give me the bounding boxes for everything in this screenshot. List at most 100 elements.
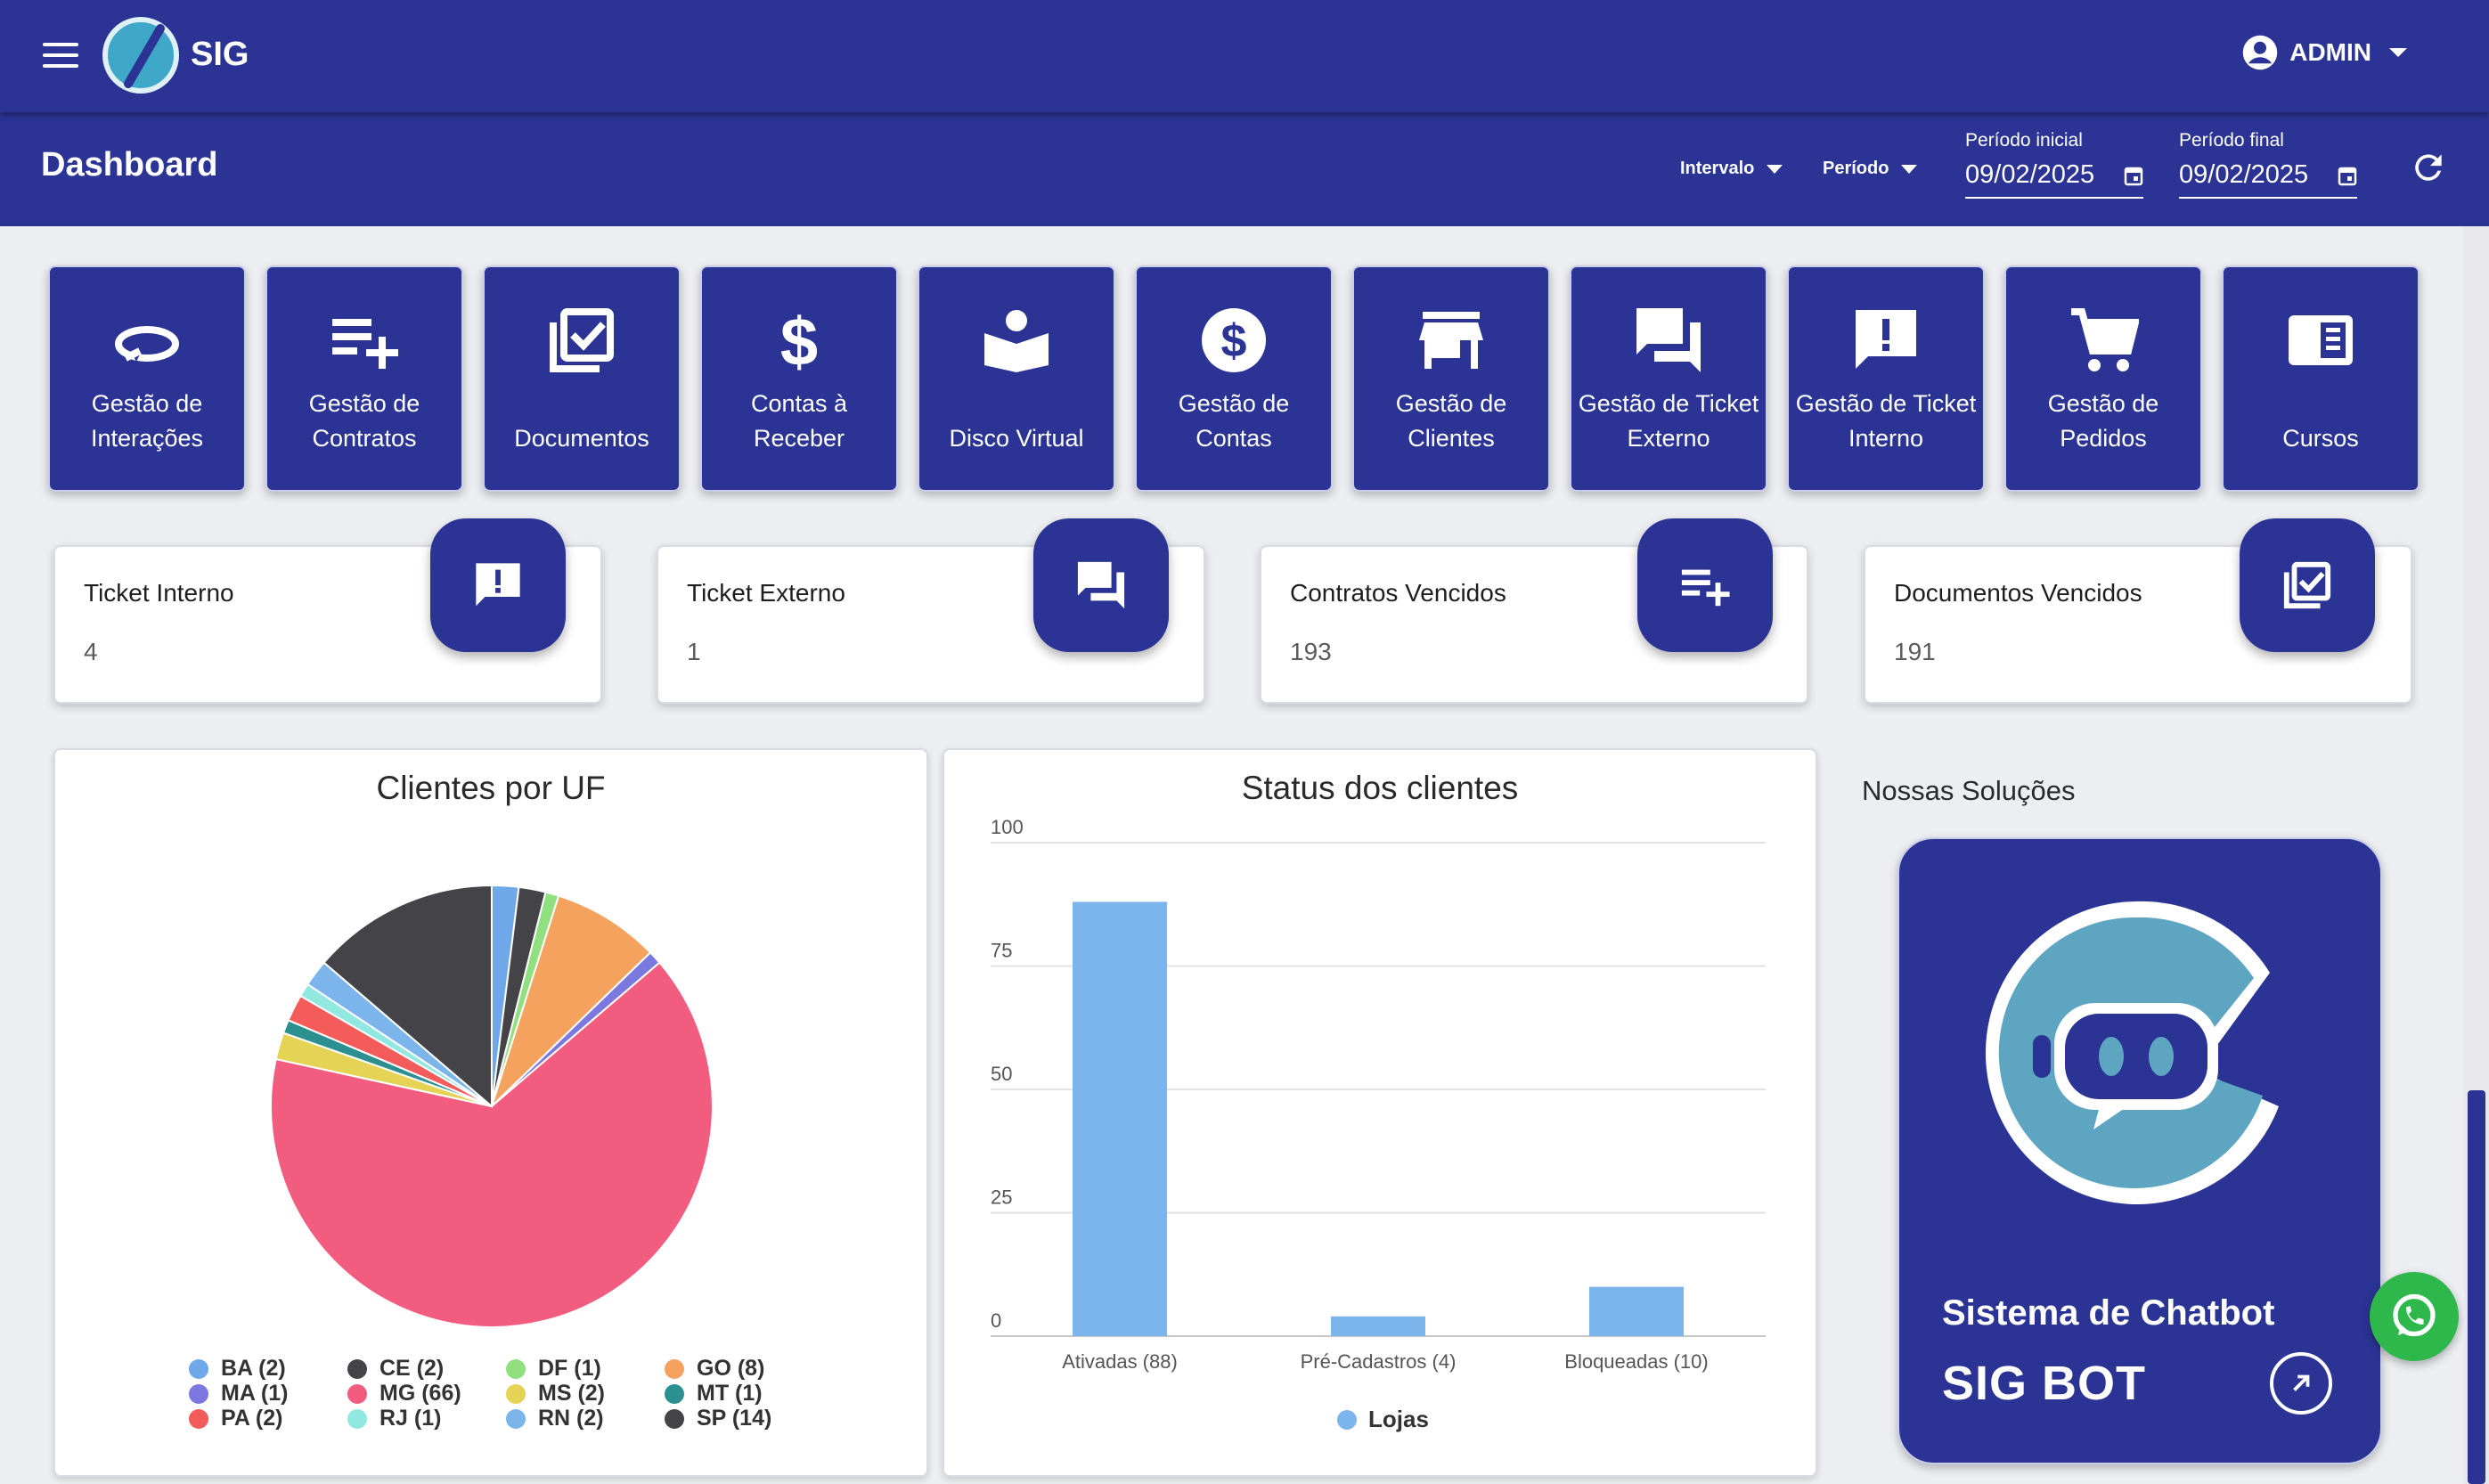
pie-slice-sp[interactable]: [322, 884, 493, 1109]
y-tick-label: 0: [991, 1309, 1001, 1332]
legend-dot: [347, 1358, 367, 1379]
tile-label: Disco Virtual: [949, 425, 1084, 452]
legend-label: RJ (1): [379, 1406, 442, 1431]
alert-message-icon: [476, 563, 520, 607]
user-menu[interactable]: ADMIN: [2241, 34, 2420, 71]
tile-label: Contas à Receber: [750, 390, 848, 452]
tile-label: Gestão de Contratos: [308, 390, 420, 452]
stat-badge-documentos-vencidos[interactable]: [2240, 518, 2375, 652]
y-tick-label: 75: [991, 940, 1012, 962]
tile-label: Gestão de Ticket Externo: [1578, 390, 1759, 452]
stat-value: 4: [84, 638, 98, 665]
periodo-inicial-value[interactable]: 09/02/2025: [1965, 160, 2095, 189]
menu-icon[interactable]: [43, 43, 78, 69]
legend-label: BA (2): [221, 1356, 286, 1381]
legend-item-df[interactable]: DF (1): [506, 1356, 601, 1382]
document-check-icon: [550, 308, 614, 372]
legend-dot: [347, 1408, 367, 1429]
interactions-icon: [115, 326, 179, 362]
legend-dot: [665, 1358, 684, 1379]
legend-item-sp[interactable]: SP (14): [665, 1406, 771, 1431]
calendar-icon[interactable]: [2124, 165, 2143, 186]
calendar-icon[interactable]: [2338, 165, 2357, 186]
legend-item-ce[interactable]: CE (2): [347, 1356, 444, 1382]
intervalo-select[interactable]: Intervalo: [1680, 159, 1783, 179]
user-name: ADMIN: [2289, 38, 2371, 66]
stat-badge-contratos-vencidos[interactable]: [1637, 518, 1773, 652]
course-book-icon: [2289, 315, 2353, 365]
legend-dot: [506, 1358, 526, 1379]
y-tick-label: 50: [991, 1063, 1012, 1085]
whatsapp-button[interactable]: [2370, 1272, 2459, 1361]
y-tick-label: 25: [991, 1186, 1012, 1209]
legend-dot: [189, 1408, 208, 1429]
legend-item-mg[interactable]: MG (66): [347, 1381, 461, 1407]
legend-dot: [506, 1408, 526, 1429]
tile-documentos[interactable]: Documentos: [483, 265, 681, 492]
periodo-final-label: Período final: [2179, 130, 2284, 151]
periodo-final-field[interactable]: Período final 09/02/2025: [2179, 130, 2357, 199]
open-external-button[interactable]: [2270, 1352, 2332, 1415]
tile-label: Documentos: [514, 425, 649, 452]
account-icon: [2242, 35, 2278, 70]
document-check-icon: [2283, 561, 2331, 609]
stat-title: Documentos Vencidos: [1894, 579, 2142, 607]
tile-contas-receber[interactable]: $ Contas à Receber: [700, 265, 898, 492]
legend-item-ba[interactable]: BA (2): [189, 1356, 286, 1382]
tile-ticket-externo[interactable]: Gestão de Ticket Externo: [1570, 265, 1767, 492]
pie-slice-mg[interactable]: [270, 961, 714, 1328]
tile-gestao-contas[interactable]: $ Gestão de Contas: [1135, 265, 1333, 492]
sig-bot-card[interactable]: Sistema de Chatbot SIG BOT: [1897, 837, 2382, 1464]
stat-badge-ticket-interno[interactable]: [430, 518, 566, 652]
bar-1[interactable]: [1331, 1316, 1425, 1336]
legend-item-go[interactable]: GO (8): [665, 1356, 764, 1382]
scrollbar-thumb[interactable]: [2468, 1090, 2485, 1484]
bot-subtitle: Sistema de Chatbot: [1942, 1293, 2275, 1333]
solutions-title: Nossas Soluções: [1862, 775, 2076, 806]
tile-label: Gestão de Clientes: [1395, 390, 1507, 452]
legend-item-pa[interactable]: PA (2): [189, 1406, 282, 1431]
tile-disco-virtual[interactable]: Disco Virtual: [918, 265, 1115, 492]
dollar-icon: $: [780, 305, 818, 376]
periodo-select[interactable]: Período: [1823, 159, 1918, 179]
tile-ticket-interno[interactable]: Gestão de Ticket Interno: [1787, 265, 1985, 492]
legend-label: DF (1): [538, 1356, 601, 1381]
refresh-icon[interactable]: [2409, 148, 2448, 187]
legend-item-ms[interactable]: MS (2): [506, 1381, 605, 1407]
bot-name: SIG BOT: [1942, 1357, 2147, 1410]
tile-gestao-clientes[interactable]: Gestão de Clientes: [1352, 265, 1550, 492]
money-circle-icon: $: [1202, 308, 1266, 372]
tile-cursos[interactable]: Cursos: [2222, 265, 2420, 492]
legend-item-ma[interactable]: MA (1): [189, 1381, 288, 1407]
legend-dot: [189, 1383, 208, 1404]
x-tick-label: Bloqueadas (10): [1564, 1350, 1708, 1373]
svg-text:$: $: [1221, 315, 1247, 367]
stat-badge-ticket-externo[interactable]: [1033, 518, 1169, 652]
bar-2[interactable]: [1589, 1286, 1684, 1336]
legend-label: Lojas: [1368, 1406, 1429, 1432]
chart-title: Status dos clientes: [1241, 770, 1519, 806]
legend-item-rj[interactable]: RJ (1): [347, 1406, 441, 1431]
periodo-inicial-field[interactable]: Período inicial 09/02/2025: [1965, 130, 2143, 199]
periodo-label: Período: [1823, 159, 1889, 178]
brand-name: SIG: [191, 36, 249, 73]
periodo-final-value[interactable]: 09/02/2025: [2179, 160, 2309, 189]
legend-label: MA (1): [221, 1381, 289, 1406]
panel-clientes-por-uf: Clientes por UF BA (2) CE (2) DF (1) GO (8)…: [53, 748, 928, 1477]
stat-title: Ticket Interno: [84, 579, 234, 607]
bar-legend[interactable]: Lojas: [1337, 1406, 1429, 1432]
whatsapp-icon: [2393, 1293, 2436, 1337]
chatbot-logo: [1985, 901, 2279, 1204]
legend-item-mt[interactable]: MT (1): [665, 1381, 763, 1407]
tile-gestao-contratos[interactable]: Gestão de Contratos: [265, 265, 463, 492]
caret-down-icon: [1767, 164, 1783, 174]
periodo-inicial-label: Período inicial: [1965, 130, 2083, 151]
legend-item-rn[interactable]: RN (2): [506, 1406, 604, 1431]
tile-gestao-pedidos[interactable]: Gestão de Pedidos: [2004, 265, 2202, 492]
legend-dot: [506, 1383, 526, 1404]
bar-chart: 0 25 50 75 100 Ativadas (88) Pré-Cadastros (4)…: [991, 816, 1766, 1432]
tile-gestao-interacoes[interactable]: Gestão de Interações: [48, 265, 246, 492]
pie-slice-go[interactable]: [491, 894, 652, 1107]
legend-label: GO (8): [697, 1356, 765, 1381]
bar-0[interactable]: [1073, 901, 1167, 1336]
